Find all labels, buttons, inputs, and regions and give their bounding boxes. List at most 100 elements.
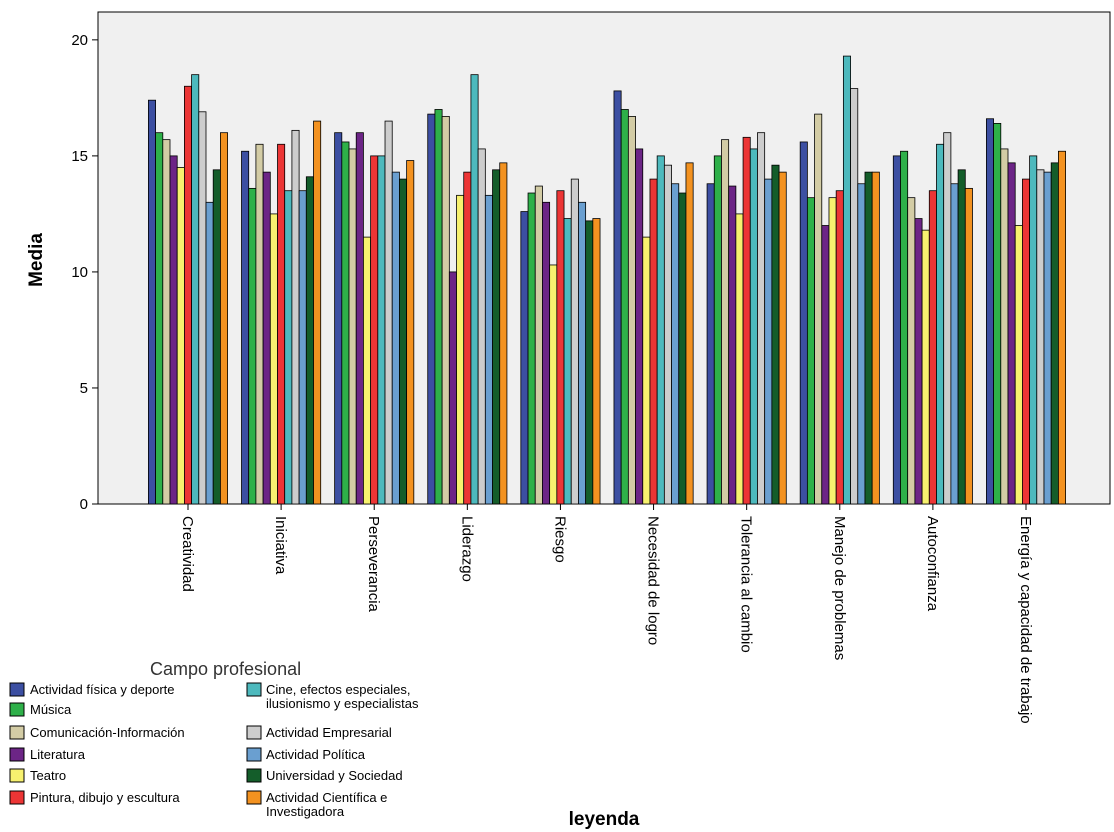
bar xyxy=(936,143,945,505)
legend-entry: Teatro xyxy=(30,768,66,783)
bar xyxy=(284,190,293,505)
bar xyxy=(219,132,228,505)
bar xyxy=(1007,162,1016,505)
bar xyxy=(484,194,493,505)
bar xyxy=(678,192,687,505)
category-label: Liderazgo xyxy=(458,516,475,582)
bar xyxy=(169,155,178,505)
bar xyxy=(771,164,780,505)
bar xyxy=(993,123,1002,505)
bar xyxy=(434,109,443,505)
legend-swatch xyxy=(246,790,262,805)
bar xyxy=(814,113,823,505)
bar xyxy=(749,148,758,505)
bar xyxy=(828,197,837,505)
bar xyxy=(635,148,644,505)
bar xyxy=(921,229,930,505)
bar xyxy=(269,213,278,505)
bar xyxy=(585,220,594,505)
bar xyxy=(649,178,658,505)
legend-swatch xyxy=(246,682,262,697)
bar xyxy=(1014,225,1023,505)
bar xyxy=(799,141,808,505)
legend-entry: Cine, efectos especiales, ilusionismo y e… xyxy=(266,682,419,711)
bar xyxy=(857,183,866,505)
bar xyxy=(914,218,923,505)
category-label: Necesidad de logro xyxy=(645,516,662,645)
bar xyxy=(1050,162,1059,505)
bar xyxy=(907,197,916,505)
y-tick-label: 5 xyxy=(80,380,88,397)
bar xyxy=(713,155,722,505)
legend-swatch xyxy=(9,790,25,805)
bar xyxy=(549,264,558,505)
bar xyxy=(456,194,465,505)
bar xyxy=(542,201,551,505)
bar xyxy=(613,90,622,505)
bar xyxy=(671,183,680,505)
bar xyxy=(355,132,364,505)
bar xyxy=(198,111,207,505)
bar xyxy=(492,169,501,505)
category-label: Riesgo xyxy=(551,516,568,563)
bar xyxy=(663,164,672,505)
legend-swatch xyxy=(246,768,262,783)
bar xyxy=(685,162,694,505)
bar xyxy=(950,183,959,505)
bar xyxy=(313,120,322,505)
bars-layer xyxy=(147,55,1067,505)
bar xyxy=(735,213,744,505)
y-tick-label: 15 xyxy=(71,148,88,165)
bar xyxy=(563,218,572,505)
bar xyxy=(291,129,300,505)
category-label: Iniciativa xyxy=(272,516,289,575)
bar xyxy=(255,143,264,505)
bar xyxy=(448,271,457,505)
bar xyxy=(842,55,851,505)
bar xyxy=(384,120,393,505)
bar xyxy=(463,171,472,505)
bar xyxy=(957,169,966,505)
bar xyxy=(1058,150,1067,505)
bar xyxy=(162,139,171,505)
bar xyxy=(656,155,665,505)
bar xyxy=(363,236,372,505)
bar xyxy=(305,176,314,505)
bar xyxy=(1029,155,1038,505)
legend-swatch xyxy=(9,768,25,783)
x-axis-title: leyenda xyxy=(569,809,640,830)
bar xyxy=(147,99,156,505)
bar xyxy=(764,178,773,505)
bar xyxy=(742,136,751,505)
bar xyxy=(592,218,601,505)
bar xyxy=(620,109,629,505)
legend: Actividad física y deporte Música Comunica… xyxy=(9,682,419,819)
bar xyxy=(477,148,486,505)
bar xyxy=(348,148,357,505)
legend-entry: Actividad física y deporte xyxy=(30,682,175,697)
y-tick-label: 0 xyxy=(80,496,88,513)
bar xyxy=(391,171,400,505)
legend-entry: Universidad y Sociedad xyxy=(266,768,403,783)
bar xyxy=(578,201,587,505)
category-label: Manejo de problemas xyxy=(831,516,848,660)
legend-entry: Pintura, dibujo y escultura xyxy=(30,790,180,805)
bar xyxy=(721,139,730,505)
bar xyxy=(427,113,436,505)
y-tick-label: 10 xyxy=(71,264,88,281)
bar xyxy=(298,190,307,505)
bar xyxy=(262,171,271,505)
bar xyxy=(835,190,844,505)
bar xyxy=(706,183,715,505)
bar xyxy=(864,171,873,505)
bar xyxy=(277,143,286,505)
legend-entry: Literatura xyxy=(30,747,86,762)
legend-entry: Música xyxy=(30,702,72,717)
category-label: Energía y capacidad de trabajo xyxy=(1017,516,1034,724)
bar xyxy=(241,150,250,505)
bar xyxy=(212,169,221,505)
bar xyxy=(520,211,529,505)
bar xyxy=(892,155,901,505)
category-label: Creatividad xyxy=(179,516,196,592)
y-axis-title: Media xyxy=(26,233,47,287)
